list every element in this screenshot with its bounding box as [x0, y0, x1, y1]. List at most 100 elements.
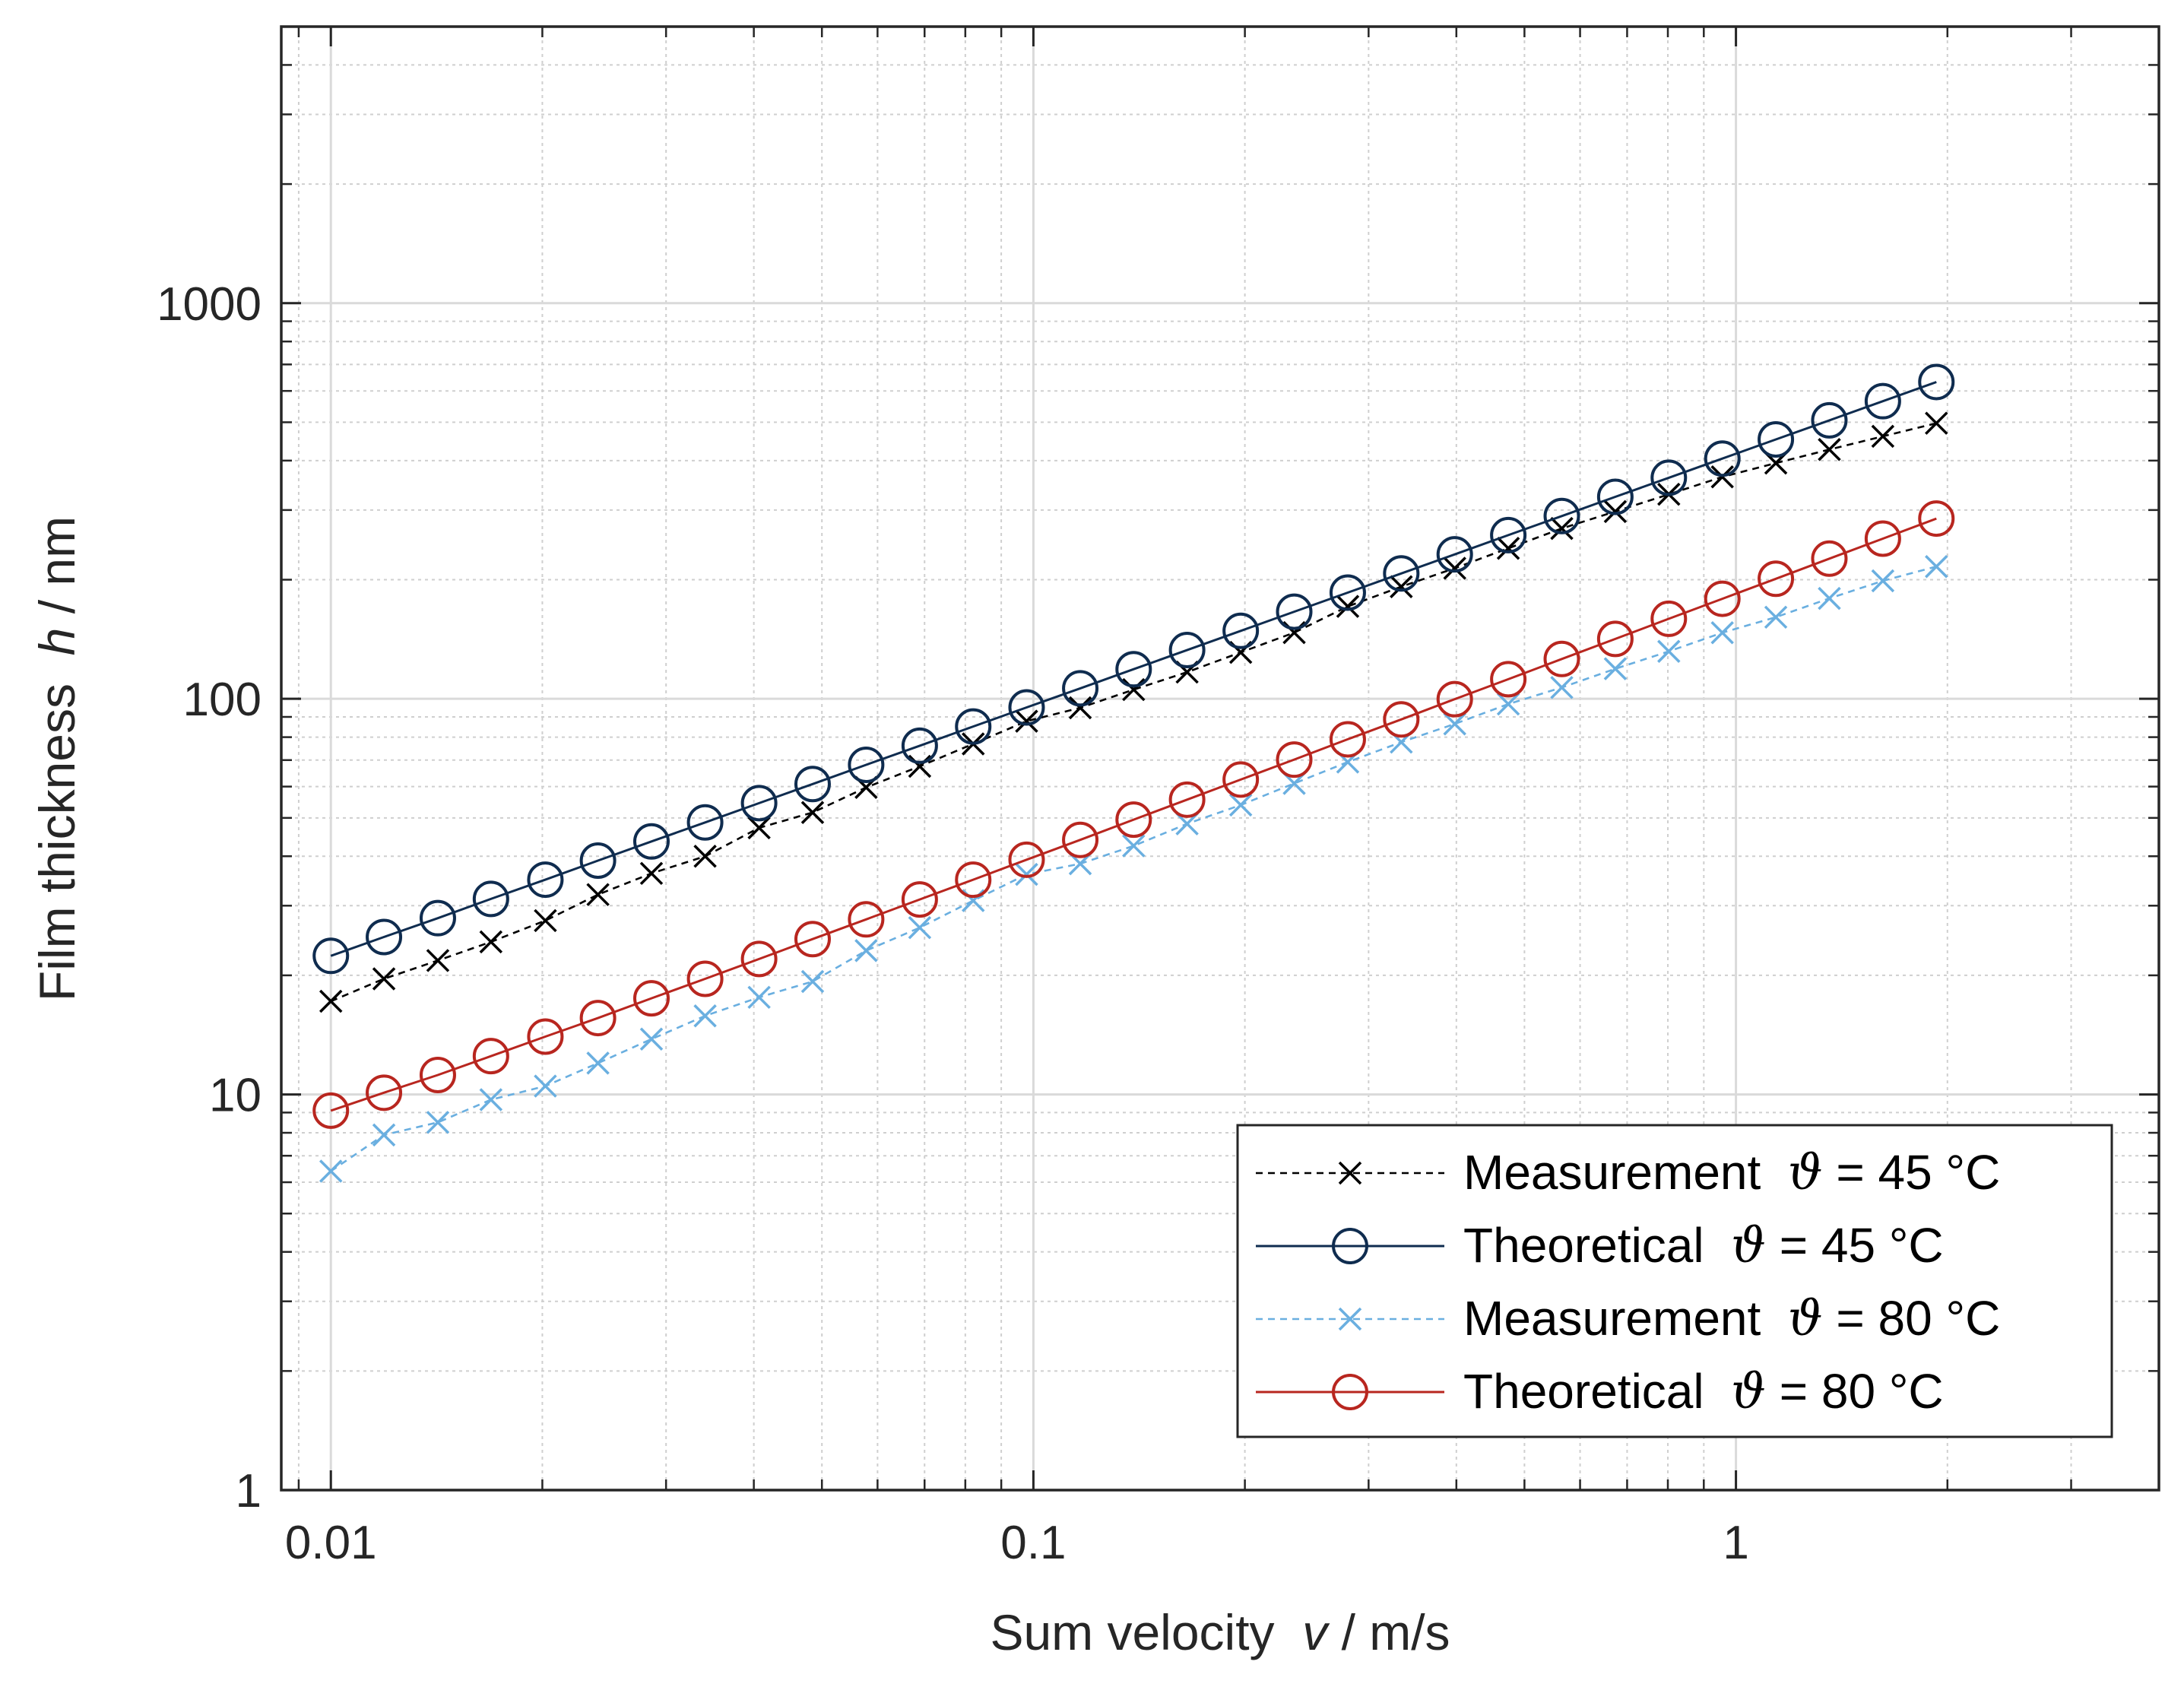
series-1-point — [1603, 499, 1628, 524]
series-4-point — [1490, 661, 1527, 698]
series-1-point-stroke — [1925, 411, 1948, 435]
series-3-point-stroke — [479, 1088, 503, 1111]
legend-entry-4-temp: = 80 °C — [1766, 1364, 1944, 1419]
series-1-point — [1550, 516, 1574, 541]
series-4-point — [312, 1092, 350, 1129]
series-3-point-stroke — [1871, 569, 1895, 593]
series-4-point — [1222, 761, 1260, 798]
series-4-point — [419, 1056, 456, 1093]
series-2-point — [1811, 401, 1848, 439]
series-3-point-stroke — [854, 939, 878, 962]
series-3-point-stroke — [1122, 834, 1146, 858]
series-4-point — [794, 921, 831, 958]
series-3-point — [1657, 639, 1681, 664]
series-2-point — [1758, 421, 1795, 458]
series-2-point — [1222, 612, 1260, 649]
legend-entry-2-marker — [1332, 1228, 1368, 1264]
series-group — [312, 363, 1955, 1183]
series-1-point-stroke — [1871, 424, 1895, 449]
x-tick-label: 1 — [1723, 1517, 1748, 1569]
series-1-point-stroke — [534, 909, 557, 933]
series-3-point-stroke — [1925, 554, 1948, 579]
series-2-point — [312, 937, 350, 975]
legend-entry-2-label: Theoretical ϑ = 45 °C — [1463, 1218, 1944, 1274]
series-3-point-stroke — [1764, 605, 1788, 629]
series-1-point — [372, 967, 396, 991]
series-2-point — [579, 842, 617, 879]
x-tick-label: 0.1 — [1000, 1517, 1066, 1569]
series-4-point — [1704, 580, 1741, 617]
legend-entry-4-symbol: ϑ — [1731, 1364, 1766, 1420]
legend-entry-4-marker — [1332, 1374, 1368, 1410]
series-3-point-stroke — [372, 1123, 396, 1147]
series-4-point — [1650, 600, 1688, 637]
series-4-point — [1115, 801, 1152, 839]
series-1-point — [1122, 677, 1146, 702]
series-2-point — [632, 823, 670, 860]
series-4-point — [1276, 741, 1313, 778]
y-axis-label: Film thickness h / nm — [29, 516, 85, 1001]
series-4-point — [579, 1000, 617, 1037]
series-1-point-stroke — [1496, 536, 1520, 560]
series-3-point-stroke — [319, 1159, 343, 1183]
series-3-point-stroke — [1015, 862, 1038, 886]
x-axis-label: Sum velocity v / m/s — [990, 1604, 1450, 1660]
plot-frame — [280, 25, 2160, 1492]
series-4-point — [1329, 721, 1366, 758]
series-2-point — [1168, 632, 1206, 669]
series-2 — [312, 363, 1955, 975]
series-2-point — [1115, 651, 1152, 688]
y-axis-label-prefix: Film thickness — [29, 655, 85, 1001]
legend-entry-4-name: Theoretical — [1463, 1364, 1704, 1419]
series-2-point — [1704, 440, 1741, 477]
series-1-point-stroke — [426, 949, 450, 972]
series-2-point — [366, 918, 403, 956]
series-3-point — [1603, 657, 1628, 680]
series-3-point — [1764, 605, 1788, 629]
series-1-point — [800, 801, 825, 824]
series-2-point — [527, 861, 564, 899]
series-3-point-stroke — [1710, 621, 1734, 645]
series-3-point — [639, 1027, 664, 1051]
series-1-point-stroke — [639, 861, 664, 886]
series-3-point — [1443, 712, 1466, 736]
series-1-point-stroke — [1122, 677, 1146, 702]
series-2-point — [472, 880, 509, 918]
series-1-point — [1015, 709, 1038, 733]
series-4-point — [1062, 821, 1099, 858]
series-3-point — [586, 1051, 610, 1075]
series-3-point — [854, 939, 878, 962]
series-3-point-stroke — [908, 915, 932, 940]
series-2-point — [1918, 363, 1955, 401]
series-3-point-stroke — [1657, 639, 1681, 664]
series-4-point — [1918, 500, 1955, 537]
series-1 — [319, 411, 1948, 1013]
series-3-point-stroke — [1496, 692, 1520, 716]
series-3-point — [319, 1159, 343, 1183]
series-1-point — [1496, 536, 1520, 560]
series-4-point — [1168, 781, 1206, 818]
series-1-point-stroke — [1390, 575, 1413, 598]
series-4-point — [366, 1074, 403, 1111]
legend-entry-1-marker — [1338, 1161, 1362, 1185]
series-1-point-stroke — [747, 816, 771, 840]
series-2-point — [1490, 516, 1527, 553]
legend-entry-4-label: Theoretical ϑ = 80 °C — [1463, 1364, 1944, 1420]
series-2-point — [1596, 478, 1634, 515]
tick-labels: 0.01 0.1 1 1 10 100 1000 — [157, 278, 1749, 1569]
legend-entry-3-label: Measurement ϑ = 80 °C — [1463, 1291, 2000, 1347]
legend-entry-1-name: Measurement — [1463, 1145, 1761, 1200]
legend-entry-2-temp: = 45 °C — [1766, 1218, 1944, 1273]
series-1-point — [479, 930, 503, 954]
x-axis-label-variable: v — [1302, 1604, 1330, 1660]
series-3-point-stroke — [426, 1111, 450, 1134]
legend-entry-2-symbol: ϑ — [1731, 1218, 1766, 1274]
legend-entry-3-marker — [1338, 1307, 1362, 1331]
series-4-point — [955, 861, 992, 899]
y-axis-label-unit: / nm — [29, 516, 85, 628]
series-3-point — [1015, 862, 1038, 886]
series-4-point — [686, 960, 724, 997]
legend-entry-3-temp: = 80 °C — [1823, 1291, 2001, 1346]
series-3-point — [1550, 676, 1574, 699]
